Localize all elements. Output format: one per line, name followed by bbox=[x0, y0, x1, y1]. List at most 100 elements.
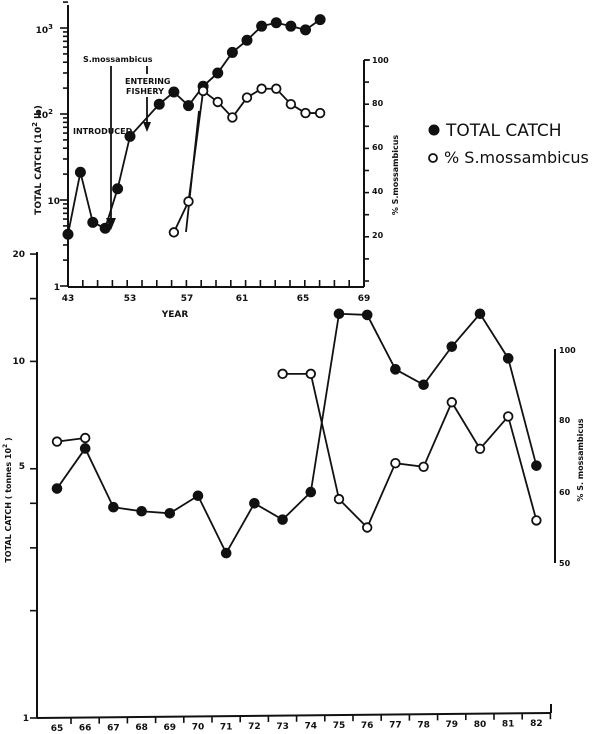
pct-point bbox=[79, 432, 91, 444]
bottom-x-labels: 65 66 67 68 69 70 71 72 73 74 75 76 77 78 79 80 81 82 bbox=[51, 719, 543, 734]
total-catch-point bbox=[474, 308, 486, 320]
total-catch-point bbox=[270, 17, 282, 29]
total-catch-point bbox=[124, 130, 136, 142]
pct-point bbox=[300, 107, 311, 119]
svg-text:5: 5 bbox=[19, 462, 25, 472]
bottom-chart: 65 66 67 68 69 70 71 72 73 74 75 76 77 78 79 80 81 82 20 … bbox=[2, 250, 585, 734]
total-catch-point bbox=[220, 547, 232, 559]
svg-text:80: 80 bbox=[559, 416, 571, 425]
total-catch-point bbox=[277, 514, 288, 525]
svg-text:80: 80 bbox=[474, 720, 487, 730]
total-catch-point bbox=[446, 341, 458, 352]
total-catch-point bbox=[226, 46, 238, 58]
pct-point bbox=[183, 196, 194, 207]
pct-point bbox=[390, 458, 401, 469]
svg-text:81: 81 bbox=[502, 720, 515, 730]
total-catch-point bbox=[502, 353, 514, 364]
svg-text:60: 60 bbox=[372, 143, 384, 152]
svg-text:40: 40 bbox=[372, 187, 384, 196]
bottom-right-axis-label: % S. mossambicus bbox=[576, 418, 585, 501]
svg-text:69: 69 bbox=[358, 294, 371, 304]
total-catch-point bbox=[361, 309, 373, 321]
bottom-series bbox=[51, 308, 542, 559]
pct-point bbox=[418, 461, 429, 473]
total-catch-point bbox=[249, 498, 260, 509]
total-catch-point bbox=[314, 14, 326, 26]
pct-point bbox=[531, 515, 542, 526]
bottom-x-ticks bbox=[70, 713, 552, 724]
total-catch-point bbox=[531, 460, 542, 471]
pct-point bbox=[227, 112, 238, 123]
total-catch-point bbox=[153, 98, 165, 110]
total-catch-point bbox=[168, 86, 180, 98]
svg-text:43: 43 bbox=[62, 294, 75, 304]
total-catch-point bbox=[112, 183, 124, 195]
svg-text:50: 50 bbox=[559, 559, 571, 568]
pct-point bbox=[314, 107, 326, 119]
total-catch-point bbox=[241, 34, 253, 46]
top-x-axis-label: YEAR bbox=[161, 310, 189, 320]
total-catch-point bbox=[87, 216, 99, 228]
total-catch-point bbox=[285, 20, 297, 32]
top-ytick-10: 10 bbox=[47, 197, 60, 207]
total-catch-point bbox=[99, 222, 111, 234]
top-y-axis-label: TOTAL CATCH (102 lb) bbox=[31, 105, 44, 215]
pct-point bbox=[51, 436, 63, 447]
pct-point bbox=[271, 83, 282, 94]
legend-filled-circle-icon bbox=[428, 124, 440, 136]
pct-point bbox=[333, 493, 345, 505]
total-catch-point bbox=[74, 166, 86, 178]
pct-point bbox=[256, 83, 267, 94]
pct-point bbox=[305, 368, 317, 380]
pct-point bbox=[503, 411, 514, 422]
total-catch-point bbox=[256, 20, 268, 32]
total-catch-point bbox=[212, 67, 224, 79]
svg-text:20: 20 bbox=[372, 231, 384, 240]
top-right-ticks bbox=[364, 59, 369, 282]
legend-s-mossambicus: % S.mossambicus bbox=[444, 148, 589, 167]
svg-text:20: 20 bbox=[12, 250, 25, 260]
svg-text:66: 66 bbox=[79, 724, 92, 734]
pct-point bbox=[446, 397, 458, 408]
svg-text:100: 100 bbox=[372, 56, 389, 65]
total-catch-point bbox=[305, 486, 317, 498]
annotation-entering: ENTERING bbox=[125, 77, 170, 86]
total-catch-point bbox=[333, 308, 345, 320]
svg-text:60: 60 bbox=[559, 488, 571, 497]
total-catch-point bbox=[192, 490, 204, 502]
total-catch-point bbox=[418, 379, 429, 391]
legend-open-circle-icon bbox=[428, 153, 438, 163]
pct-point bbox=[197, 85, 209, 97]
top-x-ticks bbox=[67, 280, 351, 287]
svg-text:10: 10 bbox=[12, 357, 25, 367]
svg-text:100: 100 bbox=[559, 346, 576, 355]
total-catch-point bbox=[136, 505, 147, 517]
pct-point bbox=[241, 92, 253, 103]
pct-point bbox=[168, 227, 180, 238]
top-series bbox=[62, 14, 326, 240]
pct-point bbox=[474, 443, 486, 455]
svg-text:77: 77 bbox=[389, 721, 402, 731]
svg-text:72: 72 bbox=[248, 722, 261, 732]
pct-point bbox=[277, 368, 288, 380]
svg-text:69: 69 bbox=[164, 723, 177, 733]
bottom-y-axis-label: TOTAL CATCH ( tonnes 102 ) bbox=[2, 437, 13, 562]
svg-text:79: 79 bbox=[446, 720, 459, 730]
top-chart: 103 102 10 1 TOTAL CATCH (102 lb) 43 53 … bbox=[31, 1, 400, 320]
svg-text:80: 80 bbox=[372, 99, 384, 108]
svg-text:76: 76 bbox=[361, 721, 374, 731]
total-catch-point bbox=[62, 228, 74, 240]
svg-text:78: 78 bbox=[417, 720, 430, 730]
total-catch-point bbox=[300, 24, 311, 36]
annotation-fishery: FISHERY bbox=[126, 87, 164, 96]
total-catch-point bbox=[183, 100, 194, 112]
svg-text:1: 1 bbox=[23, 714, 29, 724]
svg-text:61: 61 bbox=[236, 294, 249, 304]
total-catch-point bbox=[164, 508, 176, 519]
top-ytick-100: 102 bbox=[36, 108, 54, 121]
bottom-x-axis bbox=[36, 712, 552, 719]
total-catch-point bbox=[390, 364, 401, 375]
svg-text:65: 65 bbox=[51, 724, 64, 734]
pct-point bbox=[362, 522, 373, 533]
